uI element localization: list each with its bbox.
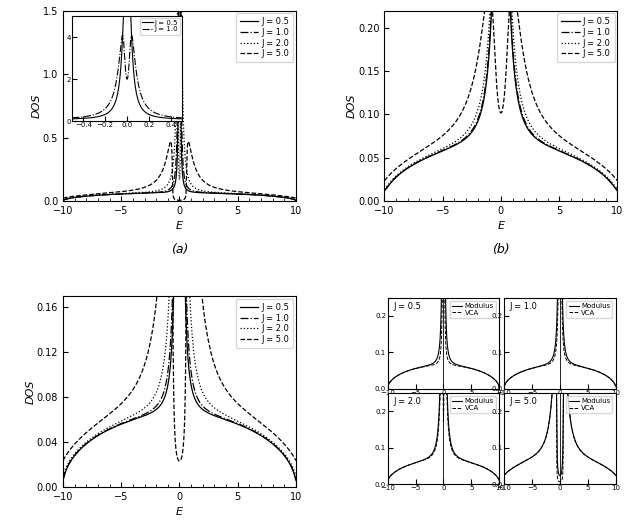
Text: J = 2.0: J = 2.0: [393, 397, 421, 406]
X-axis label: E: E: [176, 507, 183, 517]
Text: (b): (b): [492, 243, 510, 256]
Legend: Modulus, VCA: Modulus, VCA: [566, 396, 612, 413]
Y-axis label: DOS: DOS: [32, 94, 42, 118]
Y-axis label: DOS: DOS: [25, 379, 35, 404]
X-axis label: E: E: [176, 222, 183, 231]
X-axis label: E: E: [498, 222, 505, 231]
Text: (a): (a): [171, 243, 188, 256]
Legend: Modulus, VCA: Modulus, VCA: [450, 301, 496, 318]
Legend: J = 0.5, J = 1.0, J = 2.0, J = 5.0: J = 0.5, J = 1.0, J = 2.0, J = 5.0: [557, 13, 615, 62]
Legend: J = 0.5, J = 1.0, J = 2.0, J = 5.0: J = 0.5, J = 1.0, J = 2.0, J = 5.0: [236, 13, 294, 62]
Y-axis label: DOS: DOS: [346, 94, 357, 118]
Text: J = 1.0: J = 1.0: [510, 302, 537, 311]
Legend: Modulus, VCA: Modulus, VCA: [450, 396, 496, 413]
Legend: J = 0.5, J = 1.0, J = 2.0, J = 5.0: J = 0.5, J = 1.0, J = 2.0, J = 5.0: [236, 299, 294, 348]
Text: J = 5.0: J = 5.0: [510, 397, 537, 406]
Legend: Modulus, VCA: Modulus, VCA: [566, 301, 612, 318]
Text: J = 0.5: J = 0.5: [393, 302, 421, 311]
